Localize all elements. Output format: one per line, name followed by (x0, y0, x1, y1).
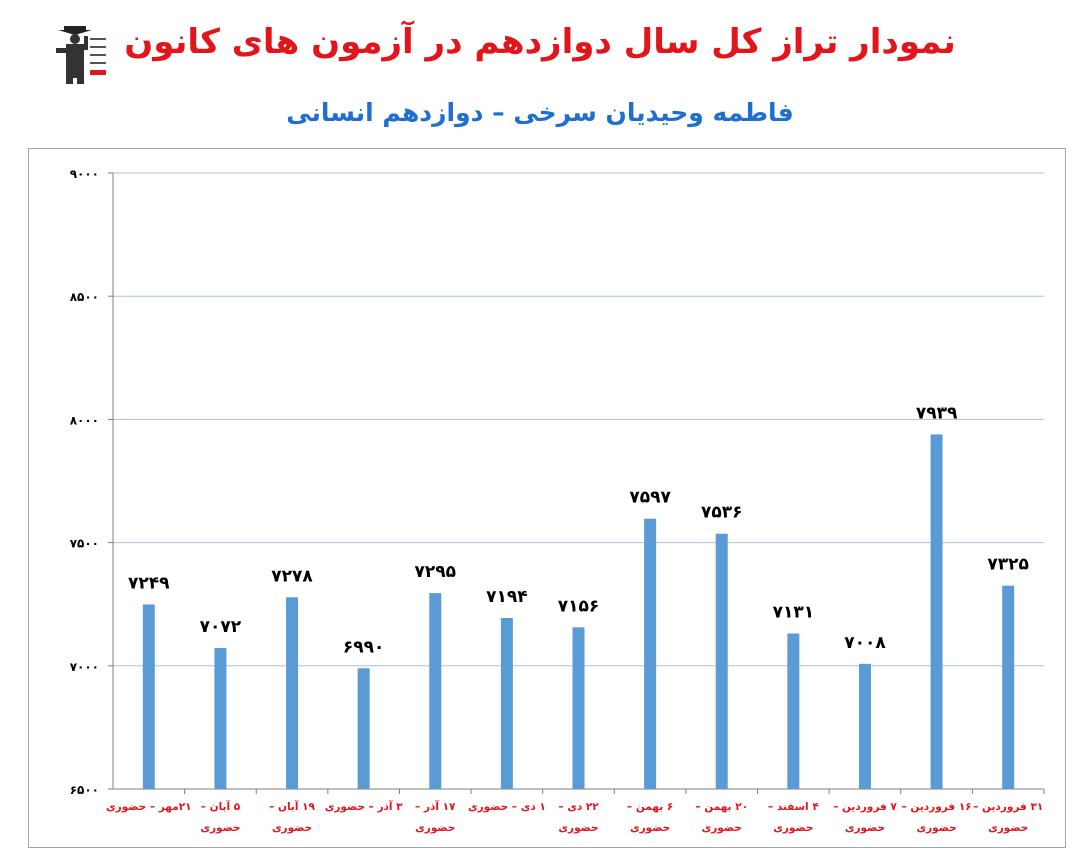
category-label: ۲۰ بهمن – (695, 801, 748, 813)
value-labels: ۷۲۴۹ ۷۰۷۲ ۷۲۷۸ ۶۹۹۰ ۷۲۹۵ ۷۱۹۴ ۷۱۵۶ ۷۵۹۷ ۷۵۳۶ ۷۱۳۱… (128, 403, 1029, 657)
kanoon-graduate-logo-icon (56, 26, 106, 84)
value-label: ۷۳۲۵ (987, 555, 1029, 575)
bar (787, 633, 800, 789)
category-label: ۱ دی – حضوری (468, 801, 546, 813)
value-label: ۷۲۹۵ (415, 562, 457, 582)
bar (429, 593, 442, 789)
category-label: حضوری (415, 822, 455, 834)
category-label: ۷ فروردین – (833, 801, 897, 813)
category-label: حضوری (916, 822, 956, 834)
bar (142, 604, 155, 789)
y-tick-label: ۸۵۰۰ (70, 290, 99, 304)
bar (286, 597, 299, 789)
category-label: حضوری (630, 822, 670, 834)
category-label: ۶ بهمن – (627, 801, 673, 813)
y-tick-labels: ۶۵۰۰ ۷۰۰۰ ۷۵۰۰ ۸۰۰۰ ۸۵۰۰ ۹۰۰۰ (70, 167, 99, 797)
category-label: ۱۷ آذر – (415, 800, 456, 813)
category-label: حضوری (845, 822, 885, 834)
value-label: ۷۱۳۱ (773, 603, 815, 623)
category-label: حضوری (200, 822, 240, 834)
chart-frame (28, 148, 1066, 848)
value-label: ۷۹۳۹ (916, 403, 958, 423)
category-label: ۳ آذر – حضوری (325, 800, 403, 813)
bar (715, 533, 728, 789)
category-label: حضوری (702, 822, 742, 834)
bar (644, 518, 657, 789)
chart-subtitle: فاطمه وحیدیان سرخی – دوازدهم انسانی (286, 98, 794, 127)
bars (142, 434, 1015, 789)
y-tick-label: ۷۰۰۰ (70, 660, 99, 674)
category-label: ۵ آبان – (201, 800, 241, 813)
category-label: حضوری (773, 822, 813, 834)
grid-lines (113, 172, 1044, 667)
value-label: ۷۲۷۸ (271, 566, 313, 586)
value-label: ۷۲۴۹ (128, 573, 170, 593)
category-label: حضوری (272, 822, 312, 834)
y-tick-label: ۹۰۰۰ (70, 167, 99, 181)
bar (357, 668, 370, 789)
category-label: حضوری (988, 822, 1028, 834)
value-label: ۶۹۹۰ (343, 637, 385, 657)
y-tick-label: ۸۰۰۰ (70, 413, 99, 427)
bar (572, 627, 585, 789)
category-labels: ۲۱مهر – حضوری ۵ آبان – حضوری ۱۹ آبان – حضوری… (106, 800, 1043, 834)
value-label: ۷۰۷۲ (200, 617, 242, 637)
chart-title: نمودار تراز کل سال دوازدهم در آزمون های … (124, 22, 956, 62)
value-label: ۷۵۹۷ (629, 488, 671, 508)
category-label: ۳۱ فروردین – (973, 801, 1043, 813)
value-label: ۷۰۰۸ (844, 633, 886, 653)
category-label: ۲۲ دی – (558, 801, 599, 813)
value-label: ۷۱۹۴ (486, 587, 528, 607)
bar (1002, 585, 1015, 789)
bar (858, 663, 871, 789)
bar (214, 648, 227, 789)
value-label: ۷۱۵۶ (558, 596, 600, 616)
y-tick-label: ۷۵۰۰ (70, 537, 99, 551)
value-label: ۷۵۳۶ (701, 503, 743, 523)
category-label: ۱۶ فروردین – (901, 801, 971, 813)
bar (930, 434, 943, 789)
bar (500, 617, 513, 789)
y-tick-label: ۶۵۰۰ (70, 783, 99, 797)
category-label: ۲۱مهر – حضوری (106, 801, 192, 813)
category-label: ۴ اسفند – (768, 801, 819, 813)
category-label: ۱۹ آبان – (269, 800, 315, 813)
category-label: حضوری (558, 822, 598, 834)
